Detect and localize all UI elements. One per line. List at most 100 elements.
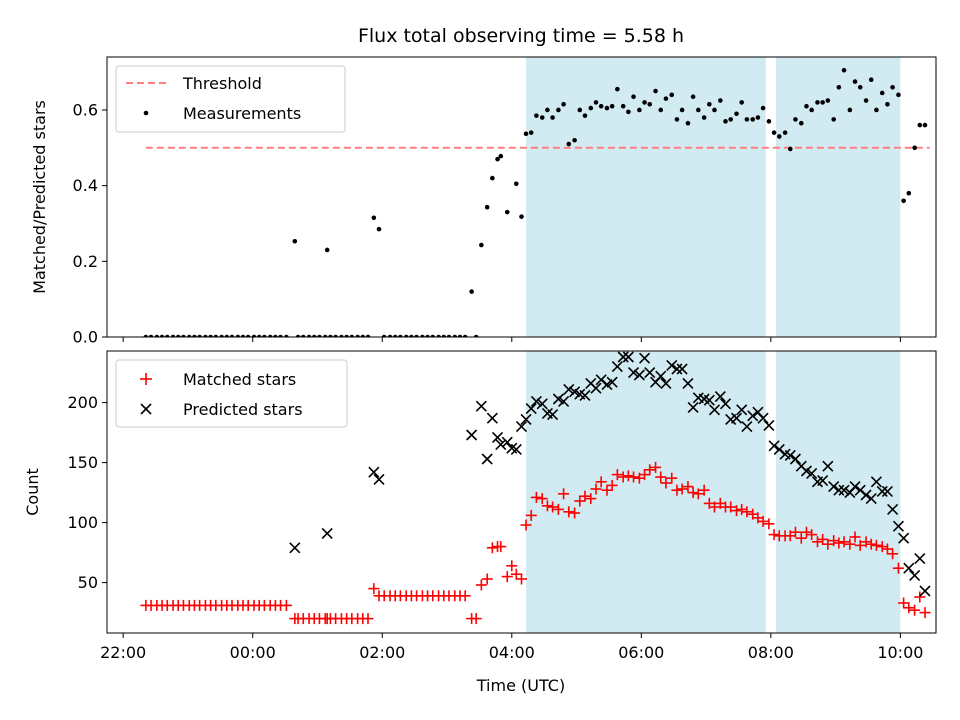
measurement-point [723,119,728,124]
measurement-point [273,334,278,337]
matched-star-marker [644,464,656,476]
predicted-star-marker [590,382,602,394]
measurement-point [267,334,273,337]
predicted-star-marker [611,361,623,373]
measurement-point [572,137,577,143]
matched-star-marker [611,469,623,481]
measurement-point [143,334,149,337]
matched-star-marker [838,536,850,548]
measurement-point [577,107,583,113]
measurement-point [841,67,847,73]
top-panel: 0.0 0.2 0.4 0.6 Matched/Predicted stars Thr… [30,56,937,347]
matched-star-marker [574,495,586,507]
measurement-point [528,130,534,135]
measurement-point [831,117,836,122]
matched-star-marker [617,471,629,483]
measurement-point [598,103,604,109]
measurement-point [566,141,572,147]
matched-star-marker [692,488,704,500]
matched-star-marker [800,526,812,538]
bottom-ytick-label: 200 [67,393,98,412]
matched-star-marker [590,483,602,495]
bottom-ytick-label: 50 [78,573,98,592]
predicted-star-marker [898,532,910,544]
matched-star-marker [736,503,748,515]
measurement-point [328,334,333,337]
predicted-star-marker [719,398,732,410]
matched-star-marker [844,538,856,550]
measurement-point [776,134,782,139]
matched-star-marker [731,505,743,517]
predicted-star-marker [806,467,818,479]
measurement-point [885,101,890,107]
bottom-plot-frame [106,350,937,634]
measurement-point [159,334,165,337]
measurement-point [728,117,733,122]
measurement-point [820,100,825,105]
measurement-point [154,334,160,337]
measurement-point [707,101,712,107]
matched-star-marker [569,507,581,519]
matched-star-marker [558,488,570,500]
measurement-point [311,334,317,337]
matched-star-marker [563,506,575,518]
measurement-point [235,334,241,337]
measurement-point [550,115,555,120]
matched-star-marker [854,539,866,551]
matched-star-marker [595,476,607,488]
matched-star-marker [470,613,482,625]
predicted-star-marker [870,476,882,488]
measurement-point [469,289,474,294]
predicted-star-marker [860,489,872,501]
xtick-label: 04:00 [489,643,535,662]
matched-star-marker [525,509,537,521]
measurement-point [387,334,393,337]
bottom-ytick-label: 150 [67,453,98,472]
legend-matched-label: Matched stars [183,370,296,389]
matched-star-marker [510,568,522,580]
predicted-star-marker [666,359,678,371]
predicted-star-marker [495,439,507,451]
predicted-star-marker [741,421,753,433]
measurement-point [425,334,430,337]
measurement-point [696,107,701,113]
measurement-point [219,334,224,337]
top-legend: Threshold Measurements [115,65,346,133]
measurement-point [755,115,761,120]
measurement-point [371,215,377,221]
top-shaded-interval [526,57,766,337]
matched-star-marker [876,541,888,553]
matched-star-marker [817,533,829,545]
matched-star-marker [362,613,374,625]
predicted-star-marker [606,376,618,388]
measurement-point [170,334,176,337]
measurement-point [446,334,452,337]
top-ytick-label: 0.6 [73,100,98,119]
measurement-point [175,334,181,337]
predicted-star-marker [833,484,845,496]
x-axis-label: Time (UTC) [476,676,565,695]
matched-star-marker [687,487,699,499]
measurement-point [317,334,322,337]
measurement-point [534,113,539,118]
predicted-star-marker [547,409,559,421]
measurement-point [473,334,479,337]
measurement-point [441,334,447,337]
measurement-point [452,334,458,337]
bottom-shaded-interval [526,351,766,633]
measurement-point [669,92,675,98]
predicted-star-marker [919,585,931,597]
legend-predicted-swatch [140,403,152,415]
matched-star-marker [795,532,807,544]
measurement-point [798,120,804,126]
measurement-point [278,334,283,337]
predicted-star-marker [617,351,629,363]
predicted-star-marker [903,562,915,574]
measurement-point [609,103,615,109]
measurement-point [300,334,306,337]
measurement-point [545,107,550,113]
bottom-legend-box [115,359,348,428]
matched-star-marker [506,560,518,572]
measurement-point [514,181,519,187]
